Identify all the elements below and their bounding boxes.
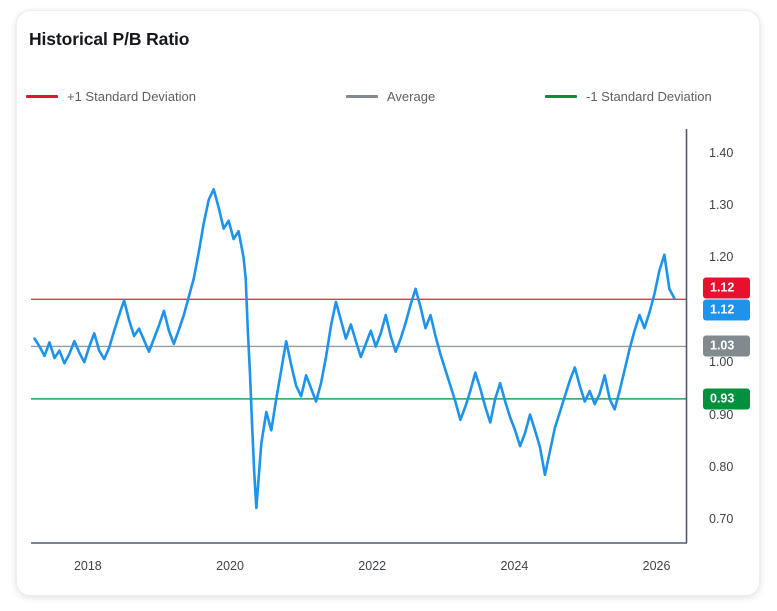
badge-plus-one-sd: 1.12 [703, 277, 750, 299]
y-axis-tick-label: 1.00 [709, 355, 734, 370]
x-axis-tick-label: 2018 [73, 559, 102, 573]
chart-legend: +1 Standard Deviation Average -1 Standar… [17, 85, 761, 109]
badge-minus-one-sd: 0.93 [703, 388, 750, 410]
legend-label: -1 Standard Deviation [586, 88, 712, 104]
x-axis-tick-label: 2022 [358, 559, 387, 573]
x-axis-tick-label: 2026 [642, 559, 671, 573]
legend-label: Average [387, 88, 436, 104]
y-axis-tick-label: 0.90 [709, 407, 734, 422]
legend-item-plus-one-sd[interactable]: +1 Standard Deviation [26, 85, 196, 107]
y-axis-tick-label: 1.20 [709, 250, 734, 265]
legend-item-minus-one-sd[interactable]: -1 Standard Deviation [545, 85, 712, 107]
x-axis-tick-label: 2020 [216, 559, 244, 573]
data-line-series [33, 187, 676, 510]
legend-swatch-icon [26, 94, 58, 98]
x-axis-tick-label: 2024 [500, 559, 529, 573]
y-axis-tick-label: 0.80 [709, 460, 734, 474]
badge-average: 1.03 [703, 335, 750, 357]
legend-label: +1 Standard Deviation [67, 88, 197, 104]
y-axis-tick-label: 1.30 [709, 197, 734, 212]
legend-swatch-icon [545, 94, 577, 98]
legend-item-average[interactable]: Average [346, 85, 435, 107]
badge-current-value: 1.12 [703, 299, 750, 321]
y-axis-tick-label: 1.40 [709, 145, 734, 160]
page-title: Historical P/B Ratio [29, 29, 190, 49]
y-axis-tick-label: 0.70 [709, 512, 734, 527]
chart-card: Historical P/B Ratio +1 Standard Deviati… [16, 10, 760, 596]
legend-swatch-icon [346, 94, 378, 98]
